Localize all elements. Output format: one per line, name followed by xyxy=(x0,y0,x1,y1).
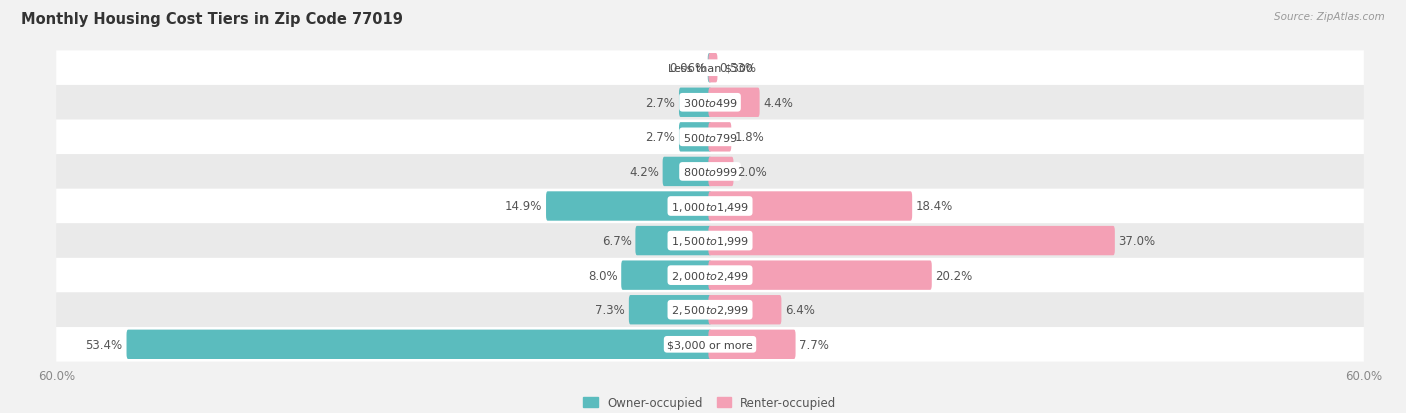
FancyBboxPatch shape xyxy=(679,88,711,118)
Text: $2,500 to $2,999: $2,500 to $2,999 xyxy=(671,304,749,316)
FancyBboxPatch shape xyxy=(707,54,711,83)
FancyBboxPatch shape xyxy=(709,54,717,83)
FancyBboxPatch shape xyxy=(56,293,1364,327)
Text: 20.2%: 20.2% xyxy=(935,269,973,282)
Text: 6.4%: 6.4% xyxy=(785,304,815,316)
FancyBboxPatch shape xyxy=(709,192,912,221)
Text: 1.8%: 1.8% xyxy=(735,131,765,144)
Text: 2.0%: 2.0% xyxy=(737,166,768,178)
FancyBboxPatch shape xyxy=(56,327,1364,362)
Text: 2.7%: 2.7% xyxy=(645,97,675,109)
Text: $2,000 to $2,499: $2,000 to $2,499 xyxy=(671,269,749,282)
FancyBboxPatch shape xyxy=(709,226,1115,256)
FancyBboxPatch shape xyxy=(56,51,1364,86)
FancyBboxPatch shape xyxy=(127,330,711,359)
FancyBboxPatch shape xyxy=(709,123,731,152)
Text: 0.53%: 0.53% xyxy=(718,62,756,75)
FancyBboxPatch shape xyxy=(709,330,796,359)
FancyBboxPatch shape xyxy=(56,86,1364,120)
FancyBboxPatch shape xyxy=(662,157,711,187)
FancyBboxPatch shape xyxy=(709,157,734,187)
Text: 6.7%: 6.7% xyxy=(602,235,631,247)
Text: $300 to $499: $300 to $499 xyxy=(682,97,738,109)
Text: $1,500 to $1,999: $1,500 to $1,999 xyxy=(671,235,749,247)
Text: $3,000 or more: $3,000 or more xyxy=(668,339,752,349)
Text: 7.3%: 7.3% xyxy=(595,304,626,316)
FancyBboxPatch shape xyxy=(636,226,711,256)
Text: $800 to $999: $800 to $999 xyxy=(682,166,738,178)
Text: 8.0%: 8.0% xyxy=(588,269,617,282)
FancyBboxPatch shape xyxy=(56,155,1364,189)
Text: 0.06%: 0.06% xyxy=(669,62,706,75)
Text: 4.2%: 4.2% xyxy=(628,166,659,178)
FancyBboxPatch shape xyxy=(709,295,782,325)
Text: $500 to $799: $500 to $799 xyxy=(682,131,738,143)
Text: Monthly Housing Cost Tiers in Zip Code 77019: Monthly Housing Cost Tiers in Zip Code 7… xyxy=(21,12,404,27)
FancyBboxPatch shape xyxy=(679,123,711,152)
FancyBboxPatch shape xyxy=(621,261,711,290)
Text: 18.4%: 18.4% xyxy=(915,200,953,213)
Text: 53.4%: 53.4% xyxy=(86,338,122,351)
Text: 7.7%: 7.7% xyxy=(800,338,830,351)
Text: 14.9%: 14.9% xyxy=(505,200,543,213)
Text: 2.7%: 2.7% xyxy=(645,131,675,144)
FancyBboxPatch shape xyxy=(628,295,711,325)
FancyBboxPatch shape xyxy=(546,192,711,221)
Legend: Owner-occupied, Renter-occupied: Owner-occupied, Renter-occupied xyxy=(579,392,841,413)
FancyBboxPatch shape xyxy=(709,88,759,118)
FancyBboxPatch shape xyxy=(709,261,932,290)
Text: Less than $300: Less than $300 xyxy=(668,64,752,74)
FancyBboxPatch shape xyxy=(56,224,1364,258)
Text: Source: ZipAtlas.com: Source: ZipAtlas.com xyxy=(1274,12,1385,22)
Text: $1,000 to $1,499: $1,000 to $1,499 xyxy=(671,200,749,213)
FancyBboxPatch shape xyxy=(56,120,1364,155)
FancyBboxPatch shape xyxy=(56,258,1364,293)
Text: 37.0%: 37.0% xyxy=(1119,235,1156,247)
FancyBboxPatch shape xyxy=(56,189,1364,224)
Text: 4.4%: 4.4% xyxy=(763,97,793,109)
